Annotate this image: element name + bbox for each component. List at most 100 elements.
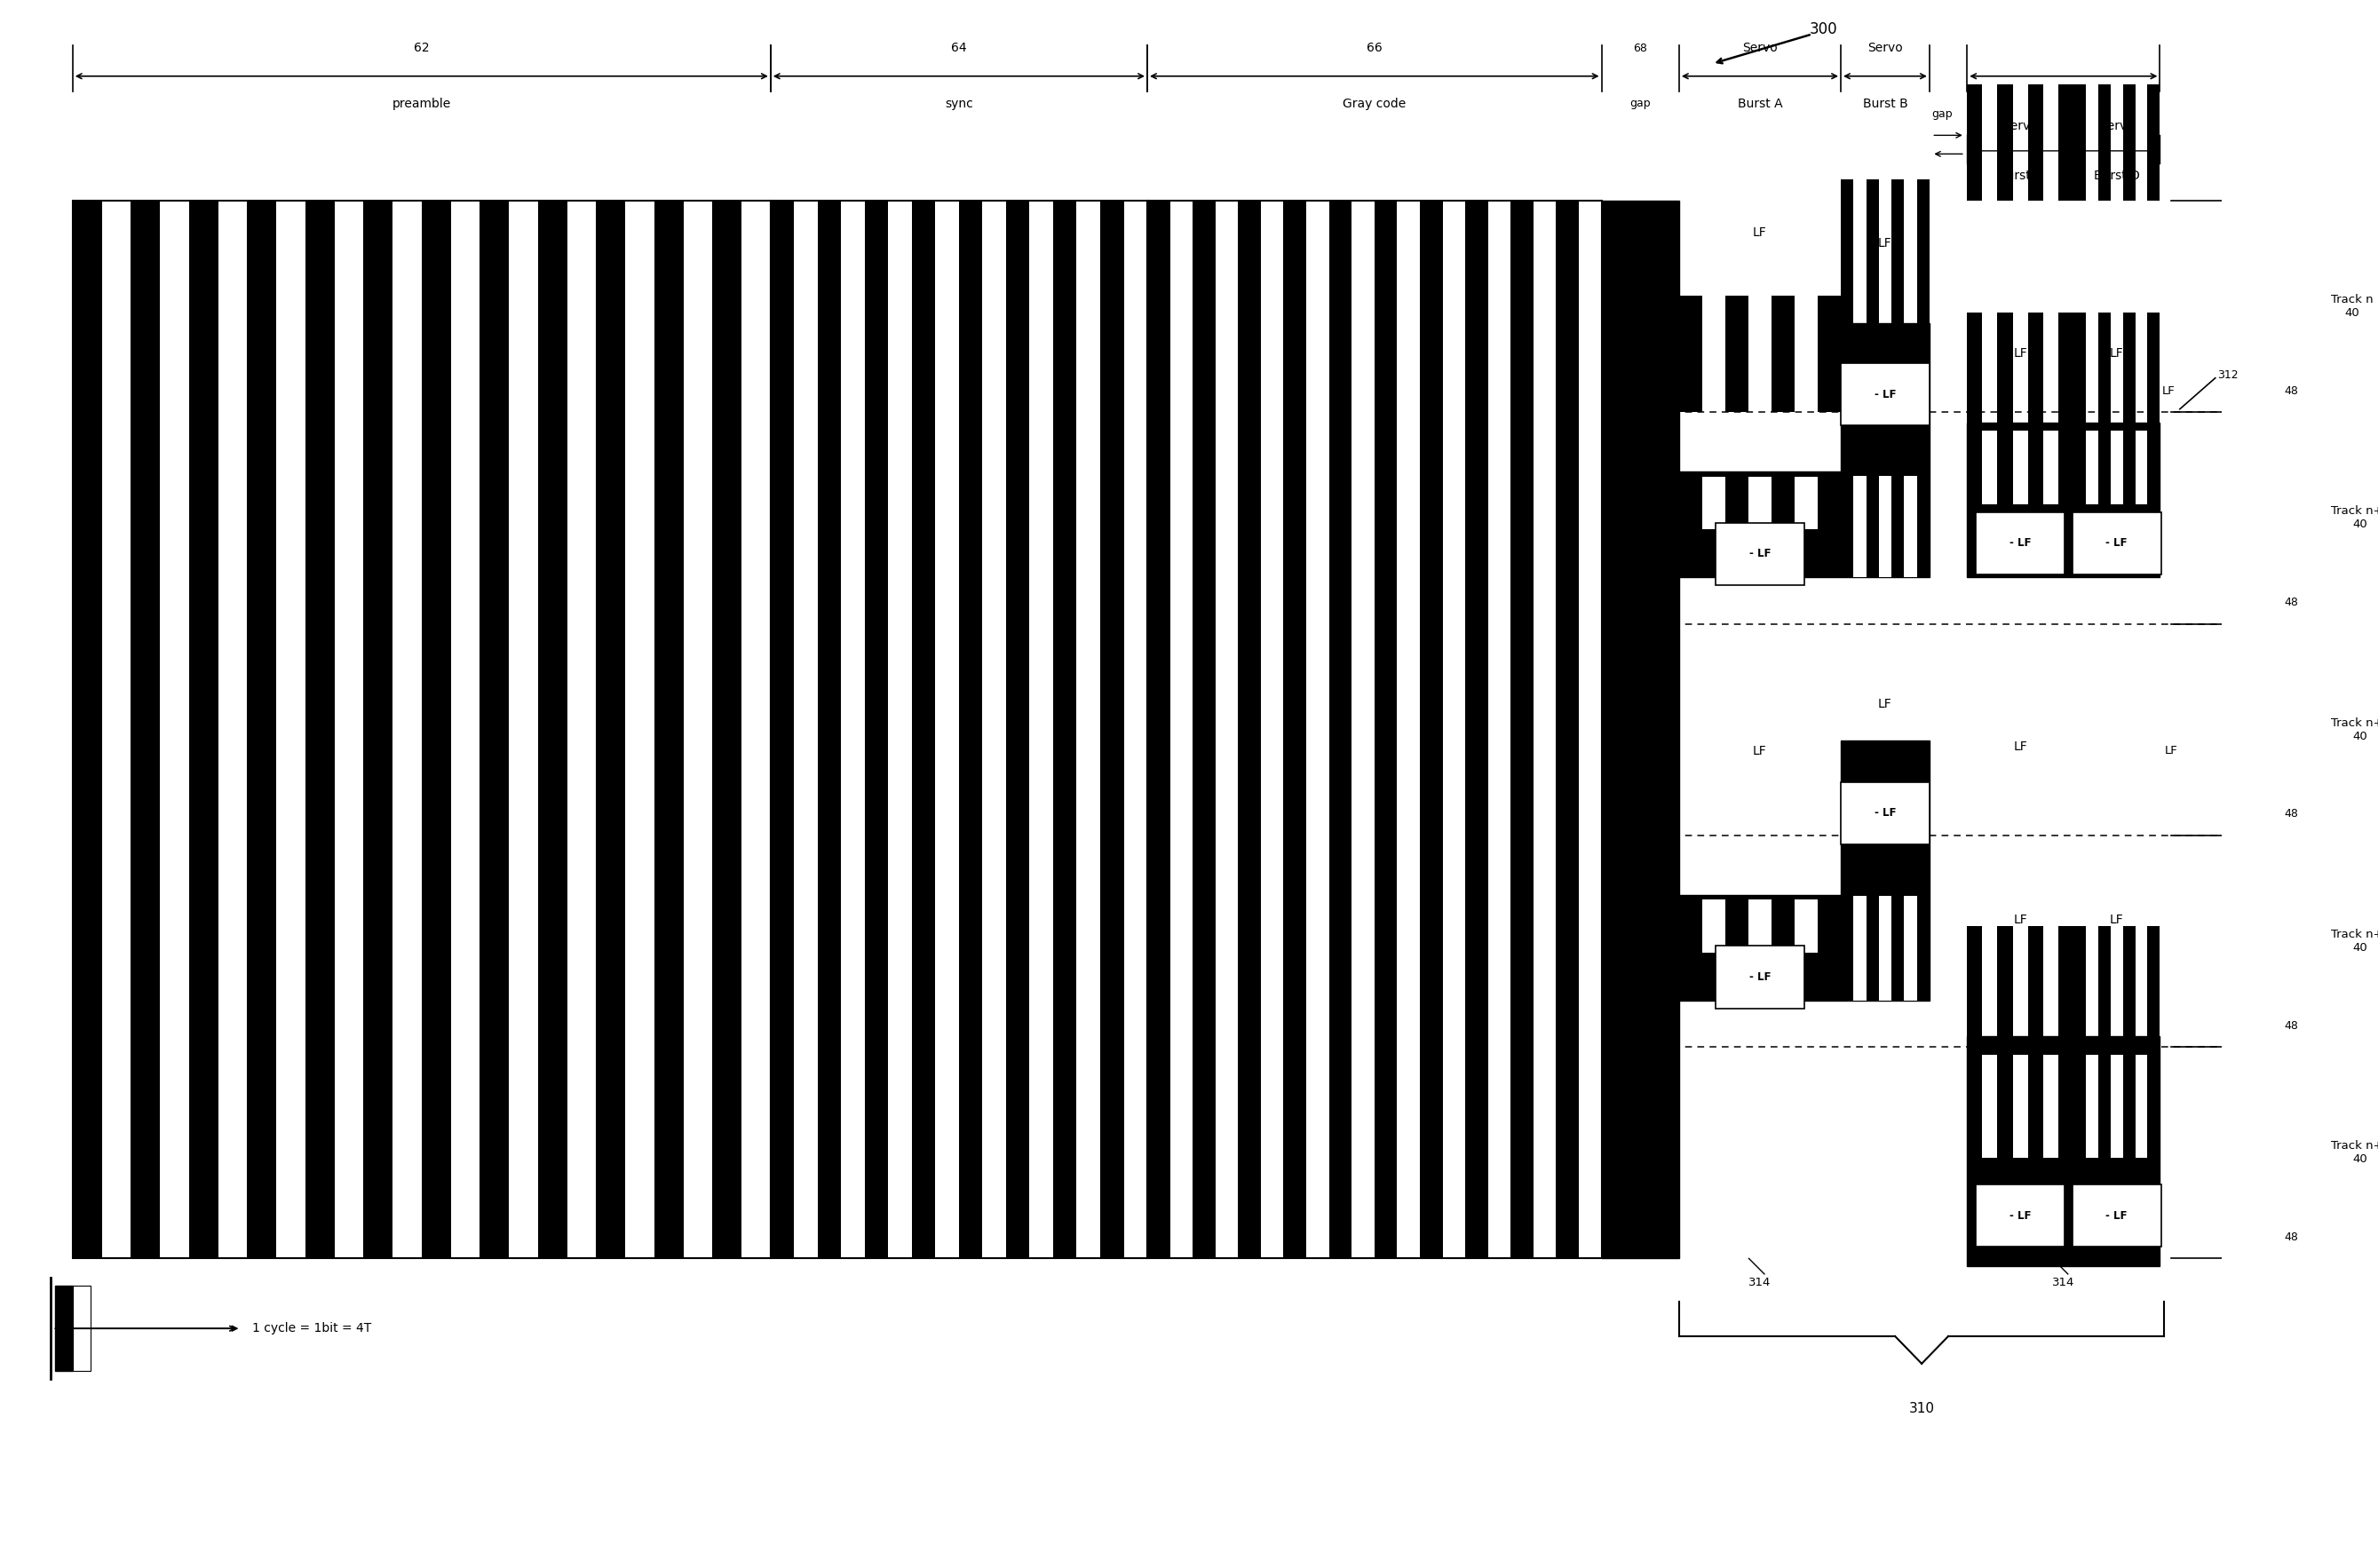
- Bar: [1841, 475, 1929, 577]
- Bar: [1867, 740, 1879, 845]
- Bar: [2059, 312, 2074, 423]
- Bar: [1976, 513, 2064, 574]
- Bar: [1194, 201, 1215, 1259]
- Bar: [1534, 201, 1555, 1259]
- Bar: [2135, 927, 2147, 1036]
- Bar: [2135, 85, 2147, 201]
- Bar: [1510, 201, 1534, 1259]
- Bar: [794, 201, 818, 1259]
- Bar: [2097, 927, 2112, 1036]
- Text: LF: LF: [2109, 914, 2124, 927]
- Bar: [1879, 475, 1891, 577]
- Bar: [1867, 475, 1879, 577]
- Bar: [2028, 927, 2043, 1036]
- Bar: [2074, 927, 2086, 1036]
- Bar: [1146, 201, 1170, 1259]
- Bar: [2043, 312, 2059, 423]
- Bar: [654, 201, 682, 1259]
- Bar: [2086, 1055, 2097, 1159]
- Text: 68: 68: [1634, 42, 1648, 55]
- Bar: [2074, 1055, 2159, 1159]
- Bar: [889, 201, 911, 1259]
- Bar: [2074, 431, 2086, 505]
- Bar: [276, 201, 304, 1259]
- Bar: [335, 201, 364, 1259]
- Bar: [1998, 85, 2012, 201]
- Text: Track n+2
40: Track n+2 40: [2330, 717, 2378, 742]
- Bar: [2071, 1184, 2162, 1247]
- Bar: [2059, 431, 2074, 505]
- Text: - LF: - LF: [1750, 971, 1772, 983]
- Text: sync: sync: [944, 97, 973, 110]
- Bar: [1748, 296, 1772, 412]
- Bar: [1465, 201, 1489, 1259]
- Bar: [1006, 201, 1030, 1259]
- Text: 314: 314: [1748, 1278, 1772, 1289]
- Text: LF: LF: [1879, 698, 1893, 710]
- Bar: [2124, 312, 2135, 423]
- Bar: [2135, 312, 2147, 423]
- Bar: [2086, 927, 2097, 1036]
- Bar: [1983, 927, 1998, 1036]
- Text: - LF: - LF: [2107, 1210, 2128, 1221]
- Bar: [2074, 423, 2159, 577]
- Bar: [1772, 296, 1795, 412]
- Bar: [2071, 513, 2162, 574]
- Text: 1 cycle = 1bit = 4T: 1 cycle = 1bit = 4T: [252, 1322, 371, 1334]
- Text: LF: LF: [2014, 914, 2028, 927]
- Bar: [1715, 522, 1805, 585]
- Bar: [74, 201, 102, 1259]
- Bar: [2147, 431, 2159, 505]
- Bar: [1891, 897, 1905, 1000]
- Text: 314: 314: [2052, 1278, 2074, 1289]
- Bar: [2147, 312, 2159, 423]
- Bar: [625, 201, 654, 1259]
- Bar: [2043, 431, 2059, 505]
- Bar: [1998, 312, 2012, 423]
- Bar: [2112, 85, 2124, 201]
- Text: - LF: - LF: [1874, 808, 1895, 818]
- Bar: [1841, 364, 1929, 425]
- Bar: [1077, 201, 1101, 1259]
- Text: 62: 62: [414, 42, 430, 55]
- Bar: [1967, 1055, 1983, 1159]
- Text: - LF: - LF: [2107, 538, 2128, 549]
- Bar: [1726, 477, 1748, 530]
- Text: preamble: preamble: [392, 97, 452, 110]
- Text: Servo: Servo: [2100, 119, 2135, 132]
- Text: LF: LF: [2109, 347, 2124, 359]
- Bar: [842, 201, 866, 1259]
- Bar: [1306, 201, 1329, 1259]
- Bar: [2124, 1055, 2135, 1159]
- Bar: [304, 201, 335, 1259]
- Bar: [818, 201, 842, 1259]
- Bar: [2043, 1055, 2059, 1159]
- Bar: [2147, 85, 2159, 201]
- Bar: [1748, 900, 1772, 953]
- Bar: [1443, 201, 1465, 1259]
- Bar: [1879, 740, 1891, 845]
- Bar: [2028, 312, 2043, 423]
- Bar: [1967, 312, 1983, 423]
- Bar: [1967, 431, 2074, 505]
- Bar: [2028, 1055, 2043, 1159]
- Bar: [1905, 740, 1917, 845]
- Bar: [566, 201, 597, 1259]
- Bar: [2086, 431, 2097, 505]
- Bar: [1852, 475, 1867, 577]
- Bar: [1795, 900, 1817, 953]
- Bar: [713, 201, 742, 1259]
- Bar: [2074, 85, 2086, 201]
- Bar: [1351, 201, 1374, 1259]
- Bar: [1967, 431, 1983, 505]
- Text: - LF: - LF: [2009, 1210, 2031, 1221]
- Bar: [1817, 477, 1841, 530]
- Bar: [1555, 201, 1579, 1259]
- Bar: [1841, 740, 1929, 845]
- Bar: [2074, 312, 2159, 423]
- Bar: [1030, 201, 1053, 1259]
- Text: Track n+3
40: Track n+3 40: [2330, 928, 2378, 953]
- Text: LF: LF: [2014, 740, 2028, 753]
- Bar: [1703, 900, 1726, 953]
- Bar: [742, 201, 770, 1259]
